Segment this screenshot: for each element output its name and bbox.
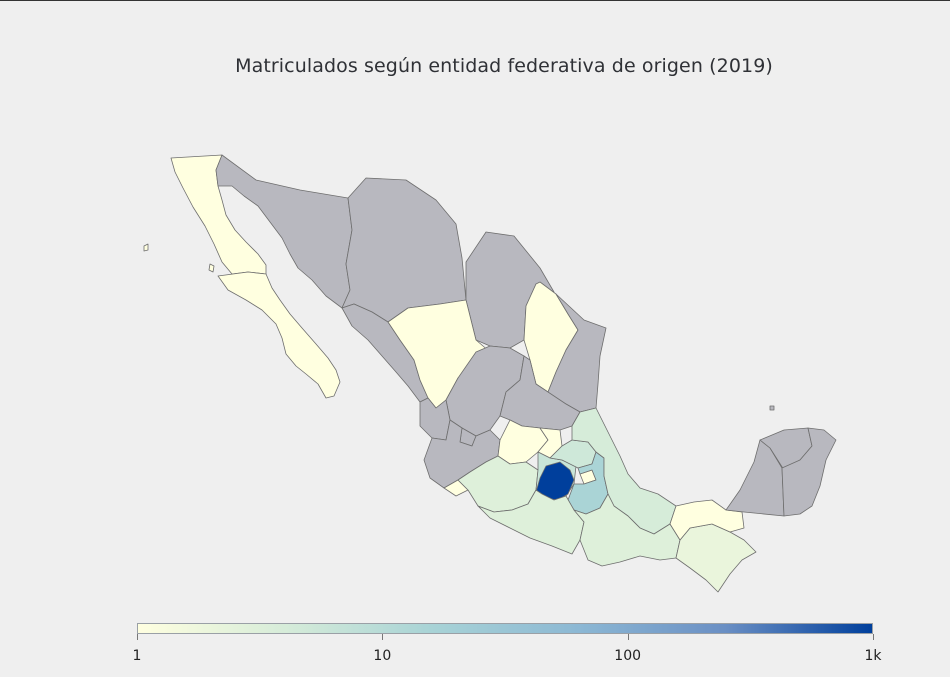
legend-tick-label: 1 [132, 648, 142, 664]
state-baja-california[interactable] [170, 154, 267, 275]
map-title: Matriculados según entidad federativa de… [235, 55, 773, 77]
legend-tick-mark [627, 634, 629, 640]
state-chiapas[interactable] [675, 523, 757, 593]
state-tabasco[interactable] [669, 499, 745, 541]
legend-tick-label: 10 [373, 648, 392, 664]
island-cedros [208, 263, 215, 273]
legend-tick-label: 1k [864, 648, 882, 664]
top-border [0, 0, 950, 1]
state-baja-california-sur[interactable] [217, 271, 341, 399]
island-guadalupe [143, 243, 149, 252]
state-chihuahua[interactable] [341, 177, 467, 323]
legend-tick-mark [873, 634, 874, 640]
legend-tick-label: 100 [614, 648, 642, 664]
island-yucatan-reef [769, 405, 775, 411]
legend-tick-mark [137, 634, 138, 640]
state-quintana-roo[interactable] [781, 427, 837, 517]
color-scale-legend [137, 623, 873, 634]
legend-tick-mark [382, 634, 384, 640]
